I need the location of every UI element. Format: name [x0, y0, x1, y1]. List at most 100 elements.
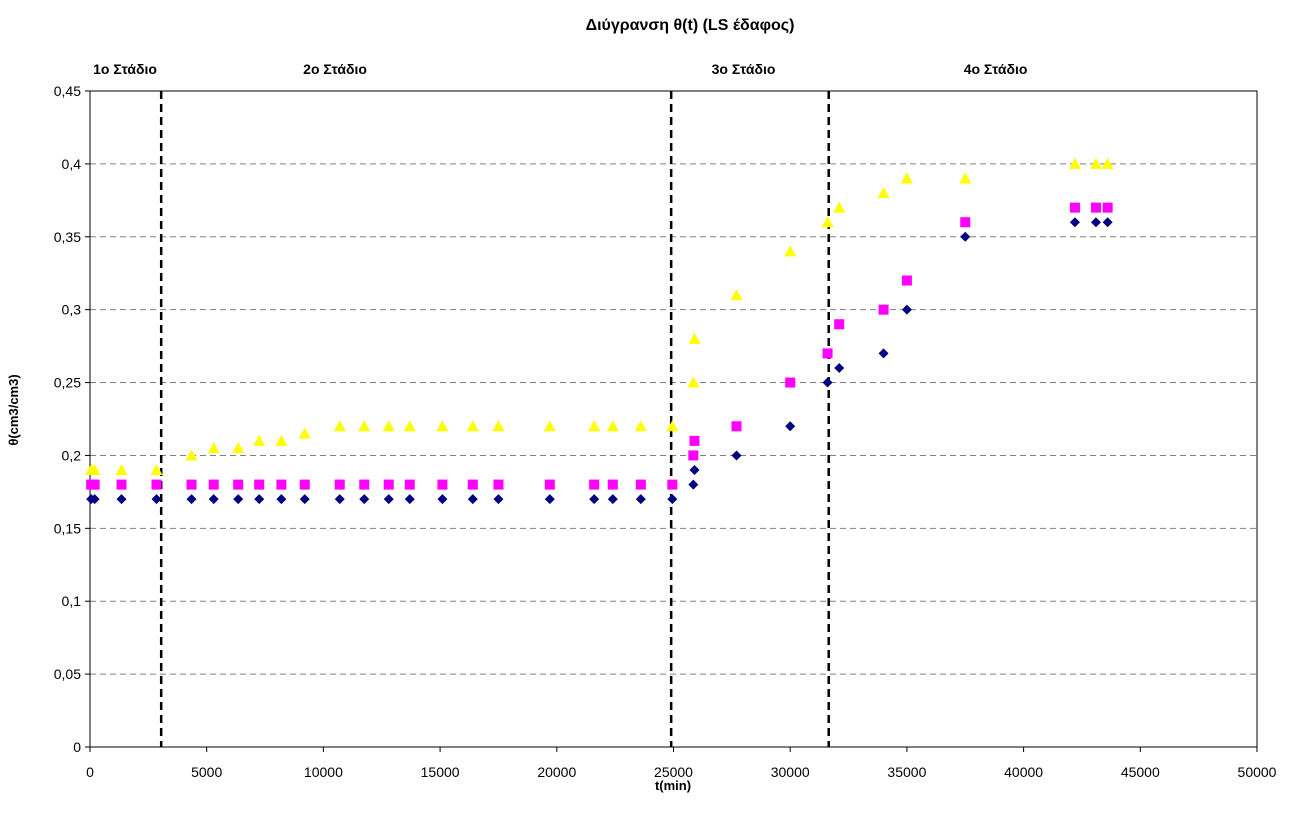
square-point	[151, 479, 162, 490]
square-point	[186, 479, 197, 490]
diamond-point	[299, 494, 310, 505]
diamond-point	[383, 494, 394, 505]
y-tick-label: 0,3	[62, 302, 82, 318]
diamond-point	[276, 494, 287, 505]
diamond-point	[834, 362, 845, 373]
diamond-point	[635, 494, 646, 505]
diamond-point	[731, 450, 742, 461]
square-point	[467, 479, 478, 490]
square-point	[493, 479, 504, 490]
x-tick-label: 20000	[537, 764, 576, 780]
triangle-point	[298, 427, 311, 439]
diamond-point	[359, 494, 370, 505]
triangle-point	[588, 420, 601, 432]
diamond-point	[467, 494, 478, 505]
x-tick-label: 25000	[654, 764, 693, 780]
y-tick-label: 0,25	[54, 375, 81, 391]
y-tick-label: 0,05	[54, 666, 81, 682]
y-axis-ticks: 0 0,05 0,1 0,15 0,2 0,25 0,3 0,35 0,4 0,45	[54, 83, 90, 755]
square-point	[688, 450, 699, 461]
square-point	[544, 479, 555, 490]
triangle-point	[666, 420, 679, 432]
x-tick-label: 5000	[191, 764, 222, 780]
triangle-point	[207, 442, 220, 454]
triangle-point	[959, 172, 972, 184]
data-points	[85, 157, 1114, 505]
diamond-point	[254, 494, 265, 505]
y-tick-label: 0,15	[54, 520, 81, 536]
diamond-point	[878, 348, 889, 359]
square-point	[404, 479, 415, 490]
diamond-point	[785, 421, 796, 432]
plot-area-frame	[89, 90, 1258, 748]
x-tick-label: 15000	[421, 764, 460, 780]
square-point	[359, 479, 370, 490]
square-point	[208, 479, 219, 490]
diamond-point	[1090, 217, 1101, 228]
triangle-point	[436, 420, 449, 432]
triangle-point	[382, 420, 395, 432]
square-point	[589, 479, 600, 490]
y-tick-label: 0,2	[62, 447, 82, 463]
diamond-point	[822, 377, 833, 388]
square-point	[960, 217, 971, 228]
square-point	[607, 479, 618, 490]
square-point	[254, 479, 265, 490]
diamond-point	[589, 494, 600, 505]
triangle-point	[730, 289, 743, 301]
diamond-point	[89, 494, 100, 505]
triangle-point	[821, 216, 834, 228]
diamond-point	[493, 494, 504, 505]
stage-divider-lines	[159, 91, 830, 747]
diamond-point	[233, 494, 244, 505]
diamond-point	[186, 494, 197, 505]
triangle-point	[687, 376, 700, 388]
triangle-point	[232, 442, 245, 454]
square-point	[901, 275, 912, 286]
gridlines	[90, 163, 1257, 675]
square-point	[785, 377, 796, 388]
x-tick-label: 40000	[1004, 764, 1043, 780]
triangle-point	[185, 449, 198, 461]
triangle-point	[275, 434, 288, 446]
y-axis-label: θ(cm3/cm3)	[6, 374, 21, 445]
square-point	[878, 304, 889, 315]
triangle-point	[900, 172, 913, 184]
square-point	[233, 479, 244, 490]
square-point	[1069, 202, 1080, 213]
triangle-point	[1101, 157, 1114, 169]
diamond-point	[607, 494, 618, 505]
diamond-point	[901, 304, 912, 315]
triangle-point	[606, 420, 619, 432]
x-tick-label: 0	[86, 764, 94, 780]
y-tick-label: 0	[73, 739, 81, 755]
square-point	[89, 479, 100, 490]
triangle-point	[1068, 157, 1081, 169]
x-tick-label: 50000	[1238, 764, 1277, 780]
square-point	[116, 479, 127, 490]
x-tick-label: 30000	[771, 764, 810, 780]
diamond-point	[334, 494, 345, 505]
diamond-point	[544, 494, 555, 505]
square-point	[276, 479, 287, 490]
y-tick-label: 0,1	[62, 593, 82, 609]
triangle-point	[150, 464, 163, 476]
triangle-point	[492, 420, 505, 432]
triangle-point	[466, 420, 479, 432]
diamond-point	[1102, 217, 1113, 228]
triangle-point	[543, 420, 556, 432]
y-tick-label: 0,45	[54, 83, 81, 99]
triangle-point	[688, 332, 701, 344]
diamond-point	[688, 479, 699, 490]
y-tick-label: 0,35	[54, 229, 81, 245]
stage-label: 2ο Στάδιο	[303, 61, 367, 77]
diamond-point	[1069, 217, 1080, 228]
diamond-point	[151, 494, 162, 505]
diamond-point	[116, 494, 127, 505]
triangle-point	[333, 420, 346, 432]
x-axis-ticks: 0 5000 10000 15000 20000 25000 30000 35000 40000…	[86, 747, 1277, 780]
square-point	[635, 479, 646, 490]
square-point	[334, 479, 345, 490]
square-point	[1090, 202, 1101, 213]
